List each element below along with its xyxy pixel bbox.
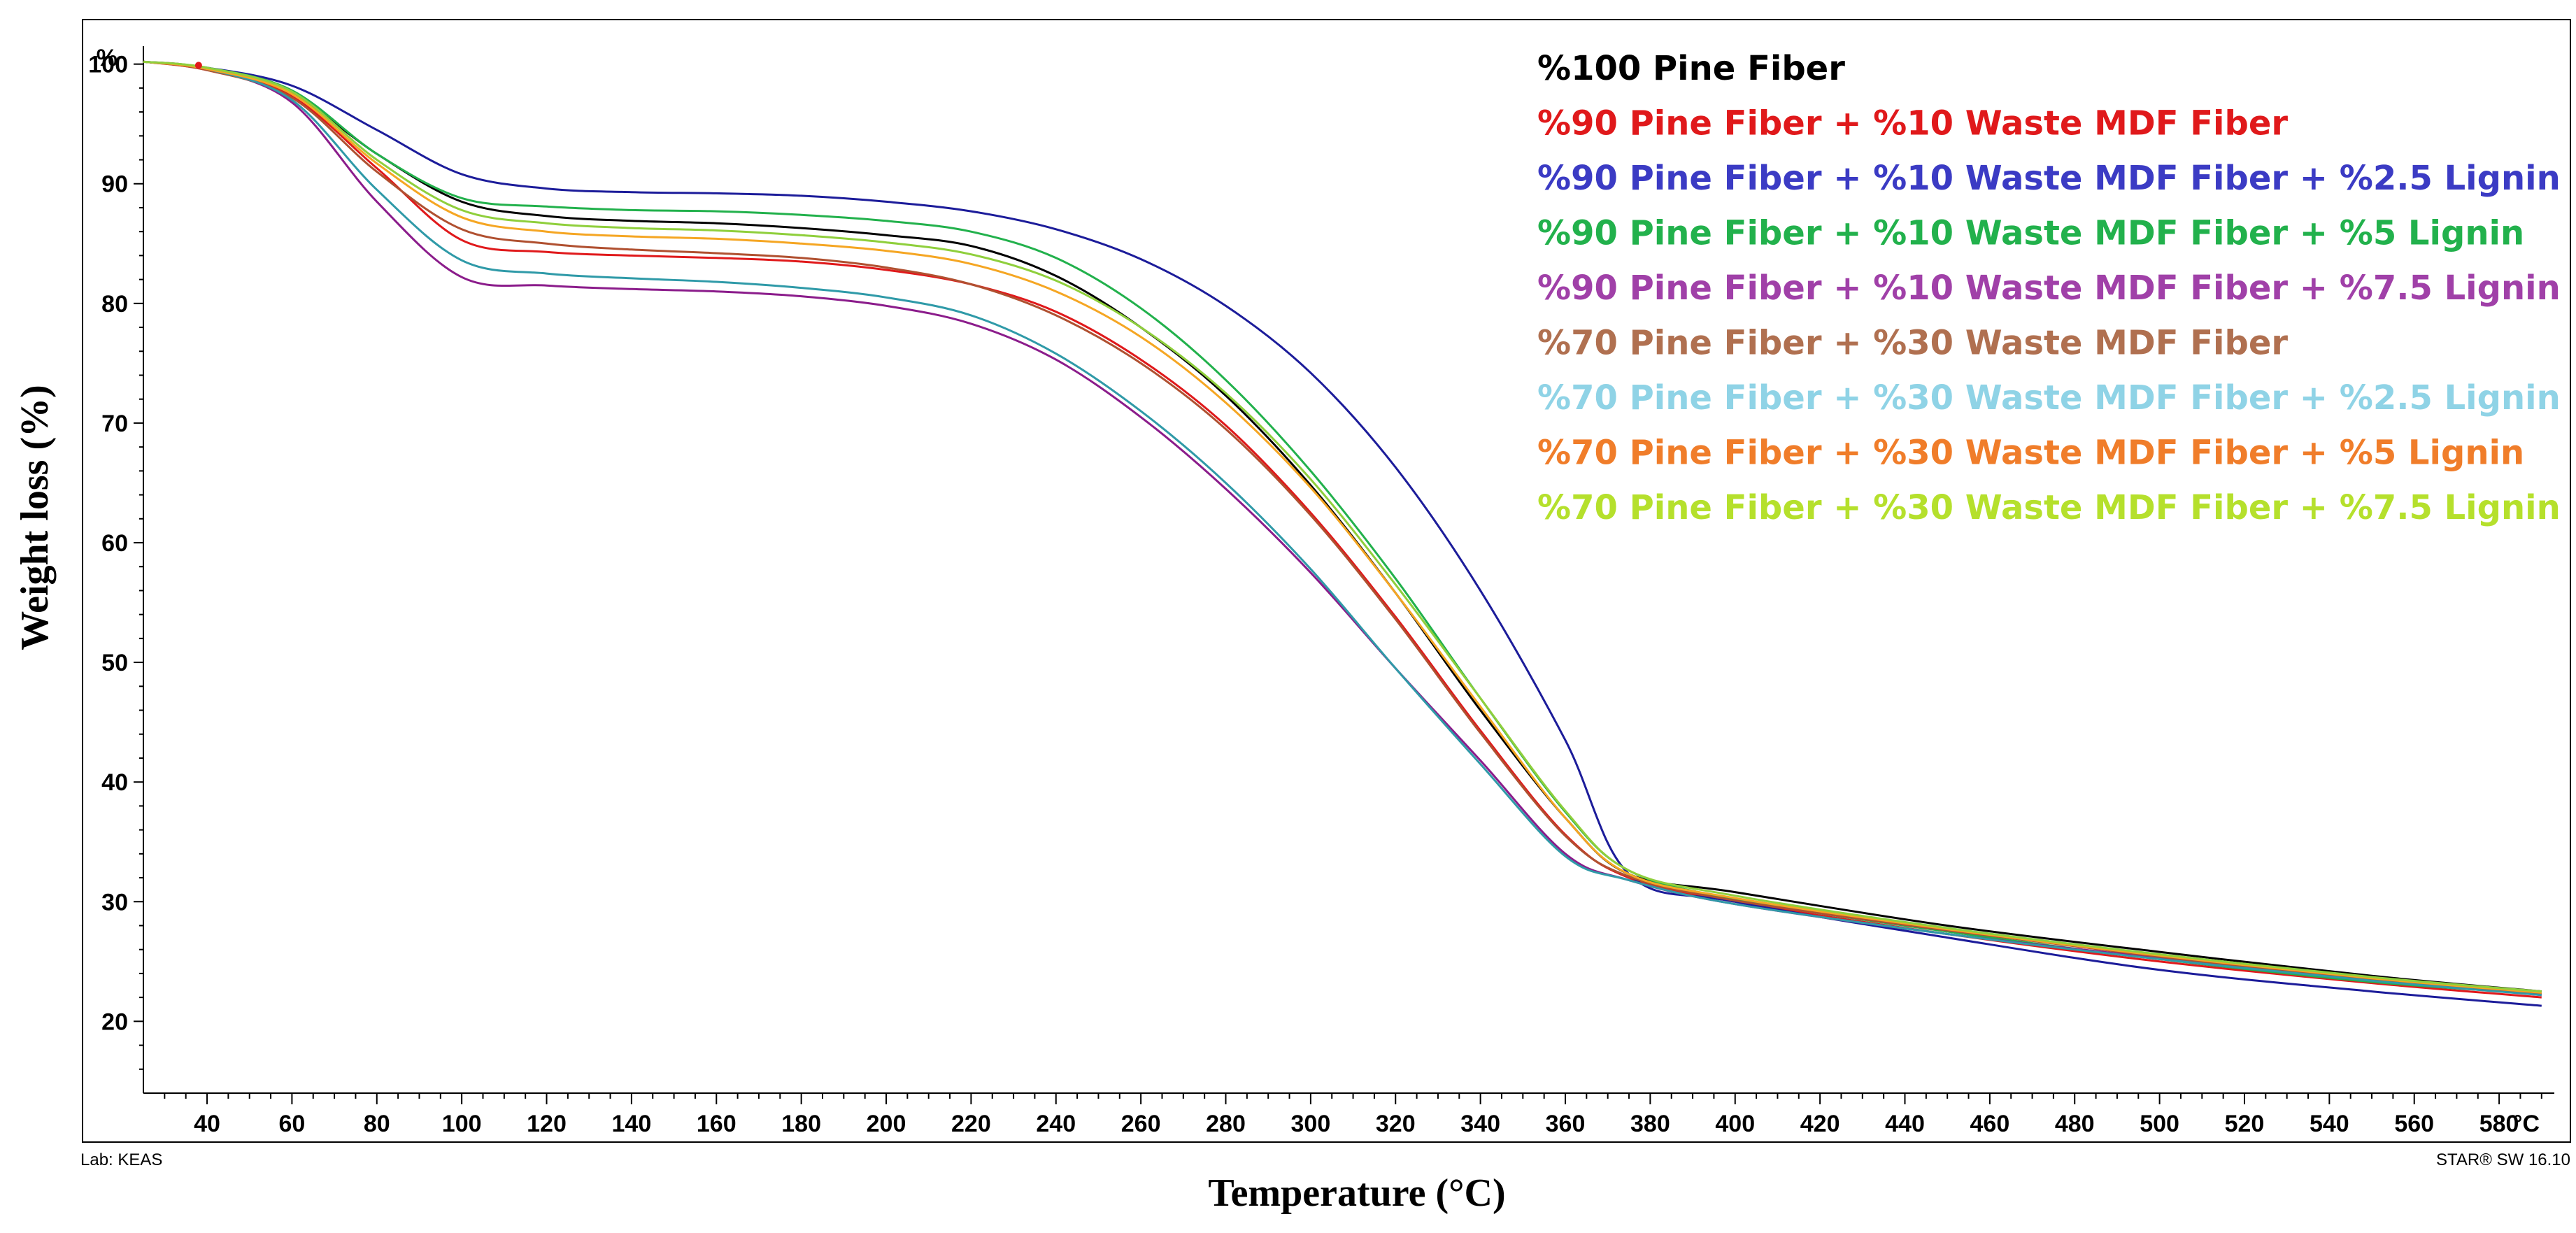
x-tick-label: 460: [1970, 1111, 2010, 1137]
x-tick-label: 520: [2225, 1111, 2265, 1137]
legend-entry-5: %90 Pine Fiber + %10 Waste MDF Fiber + %…: [1537, 269, 2561, 308]
x-tick-label: 180: [781, 1111, 821, 1137]
series-lines: [143, 60, 2542, 1007]
series-line-6: [143, 60, 2542, 995]
x-tick-label: 540: [2310, 1111, 2349, 1137]
y-tick-label: 50: [101, 650, 128, 676]
x-tick-label: 400: [1715, 1111, 1755, 1137]
y-tick-label: 80: [101, 291, 128, 318]
x-tick-label: 380: [1630, 1111, 1670, 1137]
series-line-8: [143, 60, 2542, 994]
series-line-1: [143, 60, 2542, 993]
legend-entry-2: %90 Pine Fiber + %10 Waste MDF Fiber: [1537, 104, 2288, 143]
y-tick-label: 20: [101, 1009, 128, 1035]
x-tick-label: 80: [364, 1111, 390, 1137]
legend: %100 Pine Fiber %90 Pine Fiber + %10 Wast…: [1537, 49, 2561, 527]
x-tick-label: 560: [2394, 1111, 2434, 1137]
x-tick-label: 420: [1800, 1111, 1840, 1137]
y-tick-label: 60: [101, 530, 128, 557]
y-tick-label: 90: [101, 171, 128, 198]
series-line-9: [143, 60, 2542, 993]
start-marker: [194, 62, 202, 69]
x-tick-label: 60: [278, 1111, 305, 1137]
x-tick-label: 240: [1036, 1111, 1076, 1137]
y-tick-label: 30: [101, 889, 128, 915]
software-label: STAR® SW 16.10: [2436, 1150, 2570, 1169]
lab-label: Lab: KEAS: [80, 1150, 162, 1169]
x-tick-label: 500: [2140, 1111, 2179, 1137]
x-tick-label: 200: [867, 1111, 906, 1137]
x-tick-label: 280: [1206, 1111, 1246, 1137]
x-unit-label: °C: [2513, 1111, 2540, 1137]
y-axis-ticks: 20 30 40 50 60 70 80 90 100: [88, 52, 143, 1035]
y-axis-title: Weight loss (%): [13, 385, 57, 650]
x-tick-label: 480: [2055, 1111, 2095, 1137]
x-tick-label: 300: [1291, 1111, 1331, 1137]
x-tick-label: 140: [612, 1111, 652, 1137]
y-minor-ticks: [139, 87, 143, 1070]
y-tick-label: 70: [101, 411, 128, 437]
legend-entry-4: %90 Pine Fiber + %10 Waste MDF Fiber + %…: [1537, 214, 2524, 253]
x-tick-label: 100: [442, 1111, 482, 1137]
x-axis-title: Temperature (°C): [1208, 1171, 1505, 1215]
x-minor-ticks: [164, 1093, 2542, 1099]
x-tick-label: 220: [951, 1111, 991, 1137]
chart-frame: [82, 19, 2571, 1143]
series-line-7: [143, 60, 2542, 997]
x-tick-label: 160: [697, 1111, 736, 1137]
y-tick-label: 40: [101, 769, 128, 796]
series-line-4: [143, 60, 2542, 995]
legend-entry-7: %70 Pine Fiber + %30 Waste MDF Fiber + %…: [1537, 378, 2561, 418]
x-tick-label: 340: [1460, 1111, 1500, 1137]
y-unit-label: %: [97, 45, 118, 71]
x-tick-label: 320: [1376, 1111, 1416, 1137]
x-tick-label: 120: [527, 1111, 567, 1137]
x-tick-label: 440: [1885, 1111, 1925, 1137]
legend-entry-9: %70 Pine Fiber + %30 Waste MDF Fiber + %…: [1537, 488, 2561, 527]
legend-entry-1: %100 Pine Fiber: [1537, 49, 1845, 88]
x-tick-label: 360: [1546, 1111, 1586, 1137]
x-tick-label: 580: [2479, 1111, 2519, 1137]
legend-entry-8: %70 Pine Fiber + %30 Waste MDF Fiber + %…: [1537, 434, 2524, 473]
legend-entry-6: %70 Pine Fiber + %30 Waste MDF Fiber: [1537, 324, 2288, 363]
legend-entry-3: %90 Pine Fiber + %10 Waste MDF Fiber + %…: [1537, 159, 2561, 198]
y-tick-label: 100: [88, 52, 128, 78]
x-tick-label: 260: [1121, 1111, 1161, 1137]
series-line-3: [143, 60, 2542, 1007]
x-tick-label: 40: [194, 1111, 220, 1137]
x-axis-ticks: 40 60 80 100 120 140 160 180 200 220 240 260 280 300 3…: [194, 1093, 2519, 1137]
